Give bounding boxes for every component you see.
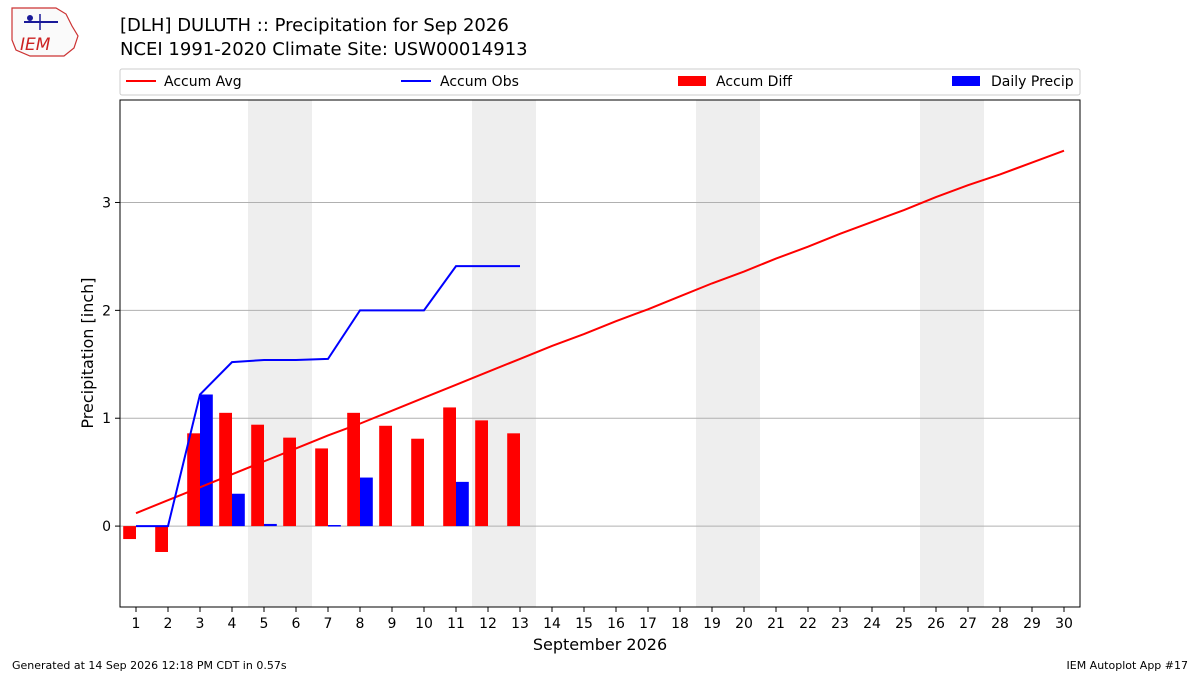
weekend-shade-day-27 <box>952 100 984 607</box>
legend-label-accum-avg: Accum Avg <box>164 74 242 90</box>
x-tick-label: 30 <box>1055 616 1073 632</box>
iem-logo: IEM <box>11 7 79 57</box>
x-tick-label: 17 <box>639 616 657 632</box>
legend-label-accum-obs: Accum Obs <box>440 74 519 90</box>
logo-text: IEM <box>20 35 51 55</box>
x-tick-label: 28 <box>991 616 1009 632</box>
x-tick-label: 7 <box>324 616 333 632</box>
bar-accum-diff-day-12 <box>475 420 488 527</box>
x-tick-label: 16 <box>607 616 625 632</box>
legend: Accum Avg Accum Obs Accum Diff Daily Pre… <box>119 68 1081 96</box>
bar-accum-diff-day-3 <box>187 433 200 527</box>
bar-daily-precip-day-5 <box>264 523 277 527</box>
x-tick-label: 27 <box>959 616 977 632</box>
weekend-shade-day-26 <box>920 100 952 607</box>
x-tick-label: 19 <box>703 616 721 632</box>
x-tick-label: 23 <box>831 616 849 632</box>
legend-swatch-daily-precip <box>952 76 980 86</box>
footer-app: IEM Autoplot App #17 <box>1067 659 1189 672</box>
x-tick-label: 15 <box>575 616 593 632</box>
bar-daily-precip-day-8 <box>360 477 373 527</box>
x-axis-ticks: 1 2 3 4 5 6 7 8 9 10 11 12 13 14 15 16 17 18 19 20 21 22 23 24 2… <box>132 607 1073 632</box>
bar-daily-precip-day-11 <box>456 481 469 527</box>
x-tick-label: 20 <box>735 616 753 632</box>
bar-accum-diff-day-2 <box>155 526 168 552</box>
bar-daily-precip-day-3 <box>200 394 213 527</box>
bar-accum-diff-day-11 <box>443 407 456 527</box>
x-tick-label: 18 <box>671 616 689 632</box>
chart-title: [DLH] DULUTH :: Precipitation for Sep 20… <box>120 15 509 36</box>
x-tick-label: 4 <box>228 616 237 632</box>
bar-accum-diff-day-13 <box>507 433 520 527</box>
x-tick-label: 6 <box>292 616 301 632</box>
y-axis-label: Precipitation [inch] <box>78 277 97 428</box>
x-tick-label: 24 <box>863 616 881 632</box>
bar-accum-diff-day-6 <box>283 437 296 527</box>
x-tick-label: 11 <box>447 616 465 632</box>
y-axis-ticks: 0 1 2 3 <box>102 195 120 535</box>
bar-accum-diff-day-8 <box>347 412 360 527</box>
bar-accum-diff-day-5 <box>251 424 264 527</box>
x-tick-label: 14 <box>543 616 561 632</box>
bar-accum-diff-day-4 <box>219 412 232 527</box>
bar-daily-precip-day-7 <box>328 525 341 527</box>
bar-daily-precip-day-4 <box>232 493 245 527</box>
y-gridlines <box>120 201 1080 527</box>
x-tick-label: 9 <box>388 616 397 632</box>
line-accum-obs <box>136 265 520 528</box>
plot-frame <box>119 99 1081 608</box>
chart-subtitle: NCEI 1991-2020 Climate Site: USW00014913 <box>120 39 528 60</box>
legend-label-daily-precip: Daily Precip <box>991 74 1074 90</box>
footer-generated: Generated at 14 Sep 2026 12:18 PM CDT in… <box>12 659 287 672</box>
x-tick-label: 25 <box>895 616 913 632</box>
bar-accum-diff-day-10 <box>411 438 424 527</box>
x-axis-label: September 2026 <box>533 635 667 654</box>
y-tick-label: 0 <box>102 519 111 535</box>
x-tick-label: 22 <box>799 616 817 632</box>
legend-swatch-accum-diff <box>678 76 706 86</box>
weekend-shade-day-6 <box>280 100 312 607</box>
y-tick-label: 3 <box>102 195 111 211</box>
x-tick-label: 5 <box>260 616 269 632</box>
x-tick-label: 26 <box>927 616 945 632</box>
y-tick-label: 1 <box>102 411 111 427</box>
bars <box>123 394 520 552</box>
x-tick-label: 10 <box>415 616 433 632</box>
legend-box <box>119 68 1081 96</box>
x-tick-label: 12 <box>479 616 497 632</box>
bar-accum-diff-day-7 <box>315 448 328 527</box>
line-accum-avg <box>135 149 1065 515</box>
weekend-shade-day-19 <box>696 100 728 607</box>
x-tick-label: 21 <box>767 616 785 632</box>
x-tick-label: 1 <box>132 616 141 632</box>
x-tick-label: 8 <box>356 616 365 632</box>
weekend-shade-day-12 <box>472 100 504 607</box>
weekend-shade-day-5 <box>248 100 280 607</box>
bar-accum-diff-day-9 <box>379 425 392 527</box>
weekend-shade-day-20 <box>728 100 760 607</box>
x-tick-label: 2 <box>164 616 173 632</box>
x-tick-label: 29 <box>1023 616 1041 632</box>
lines <box>135 149 1065 528</box>
x-tick-label: 13 <box>511 616 529 632</box>
y-tick-label: 2 <box>102 303 111 319</box>
legend-label-accum-diff: Accum Diff <box>716 74 792 90</box>
bar-accum-diff-day-1 <box>123 526 136 540</box>
weekend-shading <box>248 100 984 607</box>
x-tick-label: 3 <box>196 616 205 632</box>
